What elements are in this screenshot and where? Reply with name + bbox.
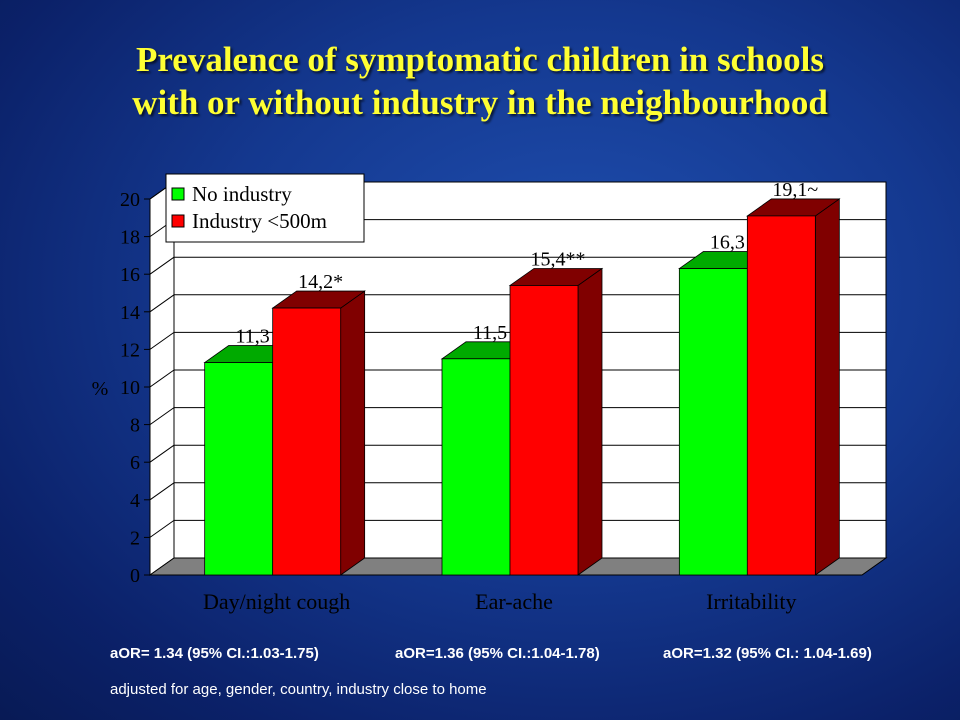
y-tick-label-10: 20 <box>120 189 140 211</box>
y-tick-label-0: 0 <box>130 565 140 587</box>
gridline-side-4 <box>149 407 175 426</box>
x-tick-label-2: Irritability <box>706 589 796 614</box>
bar-0-0 <box>204 362 274 576</box>
legend-label-0: No industry <box>192 182 292 206</box>
gridline-side-3 <box>149 444 175 463</box>
data-label-1-0: 11,5 <box>473 322 507 344</box>
y-axis-label: % <box>92 378 109 400</box>
aor-note-irritability: aOR=1.32 (95% CI.: 1.04-1.69) <box>663 645 872 662</box>
y-tick-label-9: 18 <box>120 227 140 249</box>
y-tick-label-4: 8 <box>130 415 140 437</box>
bar-2-1 <box>746 215 816 576</box>
y-tick-label-8: 16 <box>120 264 140 286</box>
aor-notes: aOR= 1.34 (95% CI.:1.03-1.75) aOR=1.36 (9… <box>110 645 872 662</box>
x-tick-label-0: Day/night cough <box>203 589 350 614</box>
gridline-side-8 <box>149 256 175 275</box>
bar-1-1-side <box>577 267 603 576</box>
y-tick-label-1: 2 <box>130 527 140 549</box>
legend-swatch-0 <box>171 187 185 201</box>
data-label-0-0: 11,3 <box>236 326 270 348</box>
y-tick-label-2: 4 <box>130 490 140 512</box>
title-line-1: Prevalence of symptomatic children in sc… <box>136 40 824 79</box>
gridline-side-7 <box>149 294 175 313</box>
bars-layer <box>203 198 841 576</box>
x-tick-label-1: Ear-ache <box>475 589 553 614</box>
gridline-side-1 <box>149 519 175 538</box>
legend-box <box>165 173 365 243</box>
aor-note-cough: aOR= 1.34 (95% CI.:1.03-1.75) <box>110 645 319 662</box>
chart-title: Prevalence of symptomatic children in sc… <box>0 38 960 124</box>
gridline-side-2 <box>149 482 175 501</box>
axis-layer: 0 2 4 6 8 10 12 14 16 18 20% <box>92 189 151 587</box>
y-tick-label-5: 10 <box>120 377 140 399</box>
gridline-side-5 <box>149 369 175 388</box>
aor-note-earache: aOR=1.36 (95% CI.:1.04-1.78) <box>395 645 600 662</box>
labels-layer: 11,3 14,2* Day/night cough 11,5 15,4** Ear-ac… <box>203 179 818 614</box>
adjustment-note: adjusted for age, gender, country, indus… <box>110 681 487 698</box>
bar-2-1-side <box>814 198 840 576</box>
data-label-1-1: 15,4** <box>531 248 586 270</box>
gridline-side-6 <box>149 331 175 350</box>
bar-2-0 <box>678 268 748 576</box>
bar-1-0 <box>441 358 511 576</box>
legend-label-1: Industry <500m <box>192 209 327 233</box>
data-label-2-1: 19,1~ <box>772 179 818 201</box>
bar-0-1 <box>272 307 342 576</box>
bar-0-1-side <box>340 290 366 576</box>
data-label-0-1: 14,2* <box>298 271 343 293</box>
data-label-2-0: 16,3 <box>710 232 745 254</box>
legend-swatch-1 <box>171 214 185 228</box>
bar-1-1 <box>509 285 579 576</box>
y-tick-label-3: 6 <box>130 452 140 474</box>
y-tick-label-7: 14 <box>120 302 140 324</box>
legend: No industry Industry <500m <box>165 173 365 243</box>
y-tick-label-6: 12 <box>120 339 140 361</box>
title-line-2: with or without industry in the neighbou… <box>132 83 828 122</box>
